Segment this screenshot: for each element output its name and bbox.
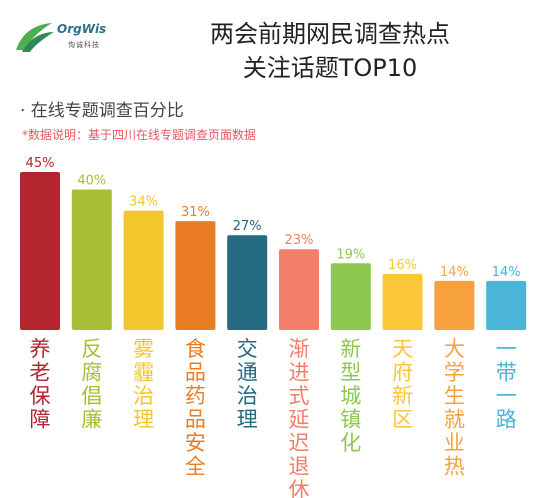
bar-9 xyxy=(434,280,475,330)
value-label-3: 34% xyxy=(129,195,158,210)
bar-1 xyxy=(20,172,60,330)
category-label-6: 渐进式延迟退休 xyxy=(289,337,310,498)
bar-6 xyxy=(279,249,319,330)
bar-10 xyxy=(486,280,527,330)
category-label-2: 反腐倡廉 xyxy=(81,337,102,432)
bar-5 xyxy=(227,235,268,330)
category-label-8: 天府新区 xyxy=(392,337,413,432)
category-label-9: 大学生就业热 xyxy=(444,337,465,479)
value-label-1: 45% xyxy=(26,156,55,171)
value-label-8: 16% xyxy=(388,258,417,273)
bar-8 xyxy=(382,273,423,330)
category-label-7: 新型城镇化 xyxy=(340,337,361,455)
value-label-4: 31% xyxy=(181,205,210,220)
category-label-10: 一带一路 xyxy=(496,337,517,432)
value-label-10: 14% xyxy=(492,265,521,280)
chart-subtitle: · 在线专题调查百分比 xyxy=(20,101,184,121)
category-label-3: 雾霾治理 xyxy=(133,337,154,432)
data-note: *数据说明：基于四川在线专题调查页面数据 xyxy=(22,128,257,142)
bar-2 xyxy=(71,189,112,330)
category-label-4: 食品药品安全 xyxy=(185,337,206,479)
value-label-2: 40% xyxy=(77,174,106,189)
orgwis-logo: OrgWis 恂诚科技 xyxy=(12,20,122,60)
value-label-7: 19% xyxy=(336,247,365,262)
bar-4 xyxy=(175,221,216,330)
bar-3 xyxy=(123,210,164,330)
category-label-1: 养老保障 xyxy=(30,337,51,432)
bar-7 xyxy=(330,263,371,330)
logo-subtitle: 恂诚科技 xyxy=(68,41,100,49)
value-label-9: 14% xyxy=(440,265,469,280)
value-label-6: 23% xyxy=(285,233,314,248)
chart-title-line1: 两会前期网民调查热点 xyxy=(210,20,450,48)
chart-title-line2: 关注话题TOP10 xyxy=(242,54,418,82)
logo-name: OrgWis xyxy=(57,22,107,36)
category-label-5: 交通治理 xyxy=(237,337,258,432)
value-label-5: 27% xyxy=(233,219,262,234)
leaf-logo-icon xyxy=(16,23,54,52)
